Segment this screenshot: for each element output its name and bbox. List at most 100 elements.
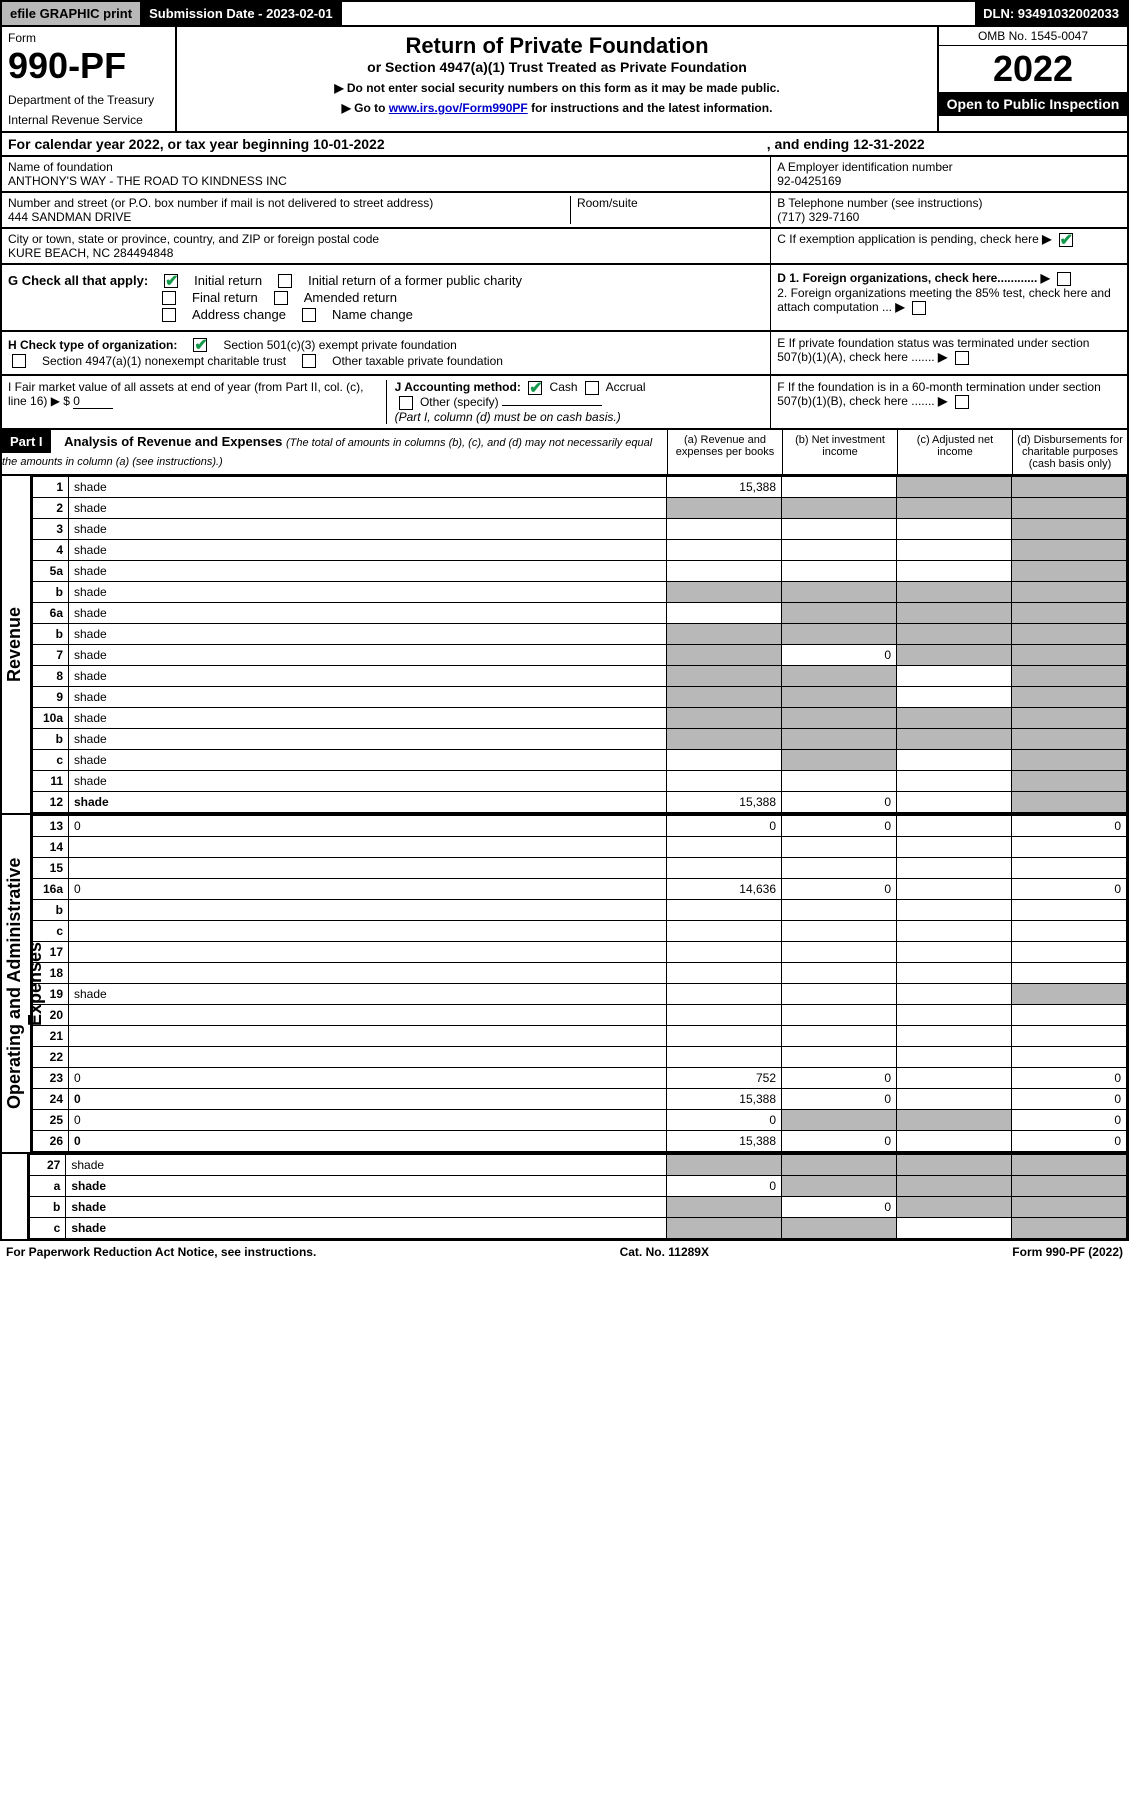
cell-col-c	[897, 476, 1012, 497]
initial-return-label: Initial return	[194, 273, 262, 288]
d-section: D 1. Foreign organizations, check here..…	[770, 265, 1127, 330]
cell-col-d	[1012, 983, 1127, 1004]
cell-col-a	[667, 707, 782, 728]
cell-col-d	[1012, 476, 1127, 497]
table-row: 26015,38800	[33, 1130, 1127, 1151]
cell-col-b	[782, 707, 897, 728]
line-description: shade	[69, 983, 667, 1004]
table-row: 2shade	[33, 497, 1127, 518]
line-description: shade	[69, 665, 667, 686]
table-row: 3shade	[33, 518, 1127, 539]
cell-col-d	[1012, 560, 1127, 581]
cell-col-c	[897, 1109, 1012, 1130]
cell-col-c	[897, 878, 1012, 899]
footer-right: Form 990-PF (2022)	[1012, 1245, 1123, 1259]
table-row: 4shade	[33, 539, 1127, 560]
line-number: 14	[33, 836, 69, 857]
line-description: shade	[69, 497, 667, 518]
cell-col-d	[1012, 1154, 1127, 1175]
efile-print-button[interactable]: efile GRAPHIC print	[2, 2, 141, 25]
cell-col-b	[782, 623, 897, 644]
cell-col-b: 0	[782, 1088, 897, 1109]
header-left: Form 990-PF Department of the Treasury I…	[2, 27, 177, 131]
table-row: cshade	[30, 1217, 1127, 1238]
cell-col-c	[897, 920, 1012, 941]
c-checkbox[interactable]	[1059, 233, 1073, 247]
table-row: 18	[33, 962, 1127, 983]
cell-col-a	[667, 1004, 782, 1025]
line-number: 13	[33, 815, 69, 836]
line-description	[69, 962, 667, 983]
cell-col-c	[897, 644, 1012, 665]
line-number: 7	[33, 644, 69, 665]
4947-checkbox[interactable]	[12, 354, 26, 368]
cell-col-d	[1012, 539, 1127, 560]
ij-f-row: I Fair market value of all assets at end…	[0, 376, 1129, 430]
f-checkbox[interactable]	[955, 395, 969, 409]
line-number: 24	[33, 1088, 69, 1109]
line-description: shade	[69, 728, 667, 749]
line-description: shade	[69, 476, 667, 497]
cell-col-d: 0	[1012, 1088, 1127, 1109]
cell-col-b: 0	[782, 878, 897, 899]
amended-return-checkbox[interactable]	[274, 291, 288, 305]
cell-col-b	[782, 749, 897, 770]
501c3-checkbox[interactable]	[193, 338, 207, 352]
cell-col-b	[782, 686, 897, 707]
h-section: H Check type of organization: Section 50…	[2, 332, 770, 374]
cash-label: Cash	[550, 380, 578, 394]
cell-col-b	[782, 728, 897, 749]
line-number: c	[33, 920, 69, 941]
cell-col-d: 0	[1012, 815, 1127, 836]
cell-col-b	[782, 539, 897, 560]
phone-label: B Telephone number (see instructions)	[777, 196, 1121, 210]
cell-col-a	[667, 1046, 782, 1067]
form-label: Form	[8, 31, 169, 45]
other-taxable-label: Other taxable private foundation	[332, 354, 503, 368]
line-description: 0	[69, 878, 667, 899]
expenses-table: 130000141516a014,63600bc171819shade20212…	[32, 815, 1127, 1152]
line-number: c	[33, 749, 69, 770]
e-checkbox[interactable]	[955, 351, 969, 365]
table-row: 23075200	[33, 1067, 1127, 1088]
calendar-year-row: For calendar year 2022, or tax year begi…	[0, 133, 1129, 157]
table-row: 25000	[33, 1109, 1127, 1130]
initial-former-checkbox[interactable]	[278, 274, 292, 288]
line-description	[69, 1025, 667, 1046]
address-change-checkbox[interactable]	[162, 308, 176, 322]
line-description: 0	[69, 1088, 667, 1109]
g-section: G Check all that apply: Initial return I…	[2, 265, 770, 330]
final-return-checkbox[interactable]	[162, 291, 176, 305]
line-description: shade	[69, 770, 667, 791]
city-value: KURE BEACH, NC 284494848	[8, 246, 764, 260]
other-taxable-checkbox[interactable]	[302, 354, 316, 368]
cell-col-d: 0	[1012, 1067, 1127, 1088]
table-row: 12shade15,3880	[33, 791, 1127, 812]
table-row: 17	[33, 941, 1127, 962]
submission-date: Submission Date - 2023-02-01	[141, 2, 342, 25]
top-bar: efile GRAPHIC print Submission Date - 20…	[0, 0, 1129, 25]
cell-col-d	[1012, 1217, 1127, 1238]
line-number: 11	[33, 770, 69, 791]
cell-col-b	[782, 665, 897, 686]
g-label: G Check all that apply:	[8, 273, 148, 288]
cell-col-c	[897, 749, 1012, 770]
initial-return-checkbox[interactable]	[164, 274, 178, 288]
line-number: 25	[33, 1109, 69, 1130]
irs-link[interactable]: www.irs.gov/Form990PF	[389, 101, 528, 115]
d2-checkbox[interactable]	[912, 301, 926, 315]
cell-col-d: 0	[1012, 1130, 1127, 1151]
cash-checkbox[interactable]	[528, 381, 542, 395]
other-method-checkbox[interactable]	[399, 396, 413, 410]
cell-col-d	[1012, 1025, 1127, 1046]
cell-col-c	[897, 728, 1012, 749]
cell-col-c	[897, 560, 1012, 581]
initial-former-label: Initial return of a former public charit…	[308, 273, 522, 288]
table-row: 7shade0	[33, 644, 1127, 665]
table-row: ashade0	[30, 1175, 1127, 1196]
cell-col-c	[897, 623, 1012, 644]
accrual-checkbox[interactable]	[585, 381, 599, 395]
name-change-checkbox[interactable]	[302, 308, 316, 322]
cell-col-a	[667, 665, 782, 686]
d1-checkbox[interactable]	[1057, 272, 1071, 286]
